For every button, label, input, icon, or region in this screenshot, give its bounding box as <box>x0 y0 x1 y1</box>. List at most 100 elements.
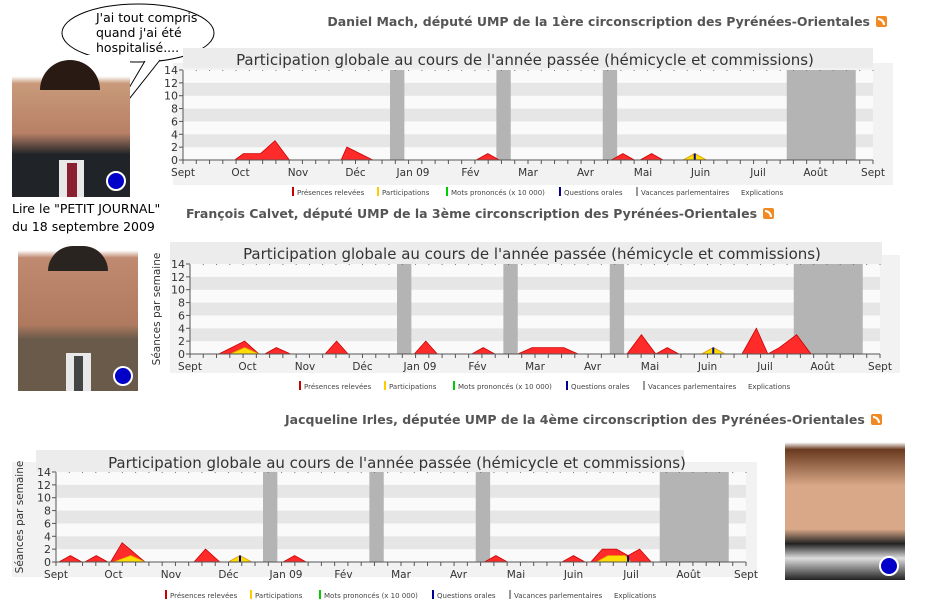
y-tick-label: 0 <box>178 348 185 361</box>
legend-swatch <box>643 381 645 390</box>
x-tick-label: Oct <box>231 167 249 179</box>
vacation-band <box>659 472 729 562</box>
y-tick-label: 0 <box>44 556 51 569</box>
bubble-line: hospitalisé.... <box>96 40 180 55</box>
legend-swatch <box>377 187 379 196</box>
legend-item[interactable]: Explications <box>741 189 783 197</box>
legend-swatch <box>165 590 167 599</box>
x-tick-label: Avr <box>577 167 595 179</box>
y-tick-label: 8 <box>178 297 185 310</box>
rss-icon[interactable] <box>876 16 887 27</box>
y-tick-label: 12 <box>37 479 51 492</box>
legend-swatch <box>292 187 294 196</box>
chart-title-box <box>36 450 684 472</box>
deputy-name: Daniel Mach, député UMP de la 1ère circo… <box>327 14 870 29</box>
y-tick-label: 14 <box>164 64 178 77</box>
vacation-band <box>390 70 405 160</box>
x-tick-label: Jan 09 <box>403 361 437 373</box>
legend-item[interactable]: Explications <box>748 383 790 391</box>
y-tick-label: 4 <box>44 530 51 543</box>
chart-title: Participation globale au cours de l'anné… <box>108 454 686 472</box>
x-tick-label: Juil <box>622 569 639 581</box>
y-tick-label: 10 <box>37 492 51 505</box>
legend-item: Questions orales <box>571 383 630 391</box>
blue-dot-badge <box>106 171 126 191</box>
y-tick-label: 4 <box>171 128 178 141</box>
x-tick-label: Oct <box>238 361 256 373</box>
vacation-band <box>369 472 384 562</box>
x-tick-label: Sept <box>44 569 68 581</box>
x-tick-label: Mai <box>641 361 659 373</box>
x-tick-label: Jan 09 <box>269 569 303 581</box>
vacation-band <box>602 70 618 160</box>
rss-icon[interactable] <box>763 208 775 219</box>
x-tick-label: Juil <box>749 167 766 179</box>
grid-band <box>190 276 880 290</box>
y-axis-label: Séances par semaine <box>14 461 26 574</box>
legend-item: Vacances parlementaires <box>514 592 603 600</box>
grid-band <box>56 497 746 511</box>
legend-item: Questions orales <box>437 592 496 600</box>
caption-line: du 18 septembre 2009 <box>12 219 155 234</box>
chart-title-box <box>183 48 873 68</box>
y-tick-label: 0 <box>171 154 178 167</box>
x-tick-label: Août <box>810 361 834 373</box>
legend-swatch <box>636 187 638 196</box>
deputy-name: François Calvet, député UMP de la 3ème c… <box>186 206 758 221</box>
y-tick-label: 6 <box>178 309 185 322</box>
deputy-header: François Calvet, député UMP de la 3ème c… <box>186 206 775 221</box>
legend-item[interactable]: Explications <box>614 592 656 600</box>
y-tick-label: 6 <box>44 517 51 530</box>
y-tick-label: 2 <box>44 543 51 556</box>
vacation-band <box>263 472 278 562</box>
legend-swatch <box>384 381 386 390</box>
x-tick-label: Déc <box>218 569 239 581</box>
vacation-band <box>609 264 625 354</box>
x-tick-label: Mai <box>507 569 525 581</box>
legend-swatch <box>446 187 448 196</box>
y-tick-label: 8 <box>44 505 51 518</box>
x-tick-label: Mai <box>634 167 652 179</box>
legend-item: Participations <box>389 383 437 391</box>
legend-item: Vacances parlementaires <box>648 383 737 391</box>
grid-band <box>190 315 880 329</box>
x-tick-label: Avr <box>450 569 468 581</box>
photo-francois-calvet <box>18 243 138 391</box>
legend-item: Mots prononcés (x 10 000) <box>451 189 545 197</box>
chart-title-box <box>170 242 882 264</box>
y-tick-label: 12 <box>164 77 178 90</box>
legend-swatch <box>566 381 568 390</box>
legend-swatch <box>432 590 434 599</box>
legend-swatch <box>509 590 511 599</box>
rss-icon[interactable] <box>870 414 882 425</box>
x-tick-label: Nov <box>295 361 316 373</box>
x-tick-label: Déc <box>352 361 373 373</box>
caption: Lire le "PETIT JOURNAL" du 18 septembre … <box>12 200 160 236</box>
x-tick-label: Jan 09 <box>396 167 430 179</box>
grid-band <box>183 82 873 96</box>
deputy-header: Jacqueline Irles, députée UMP de la 4ème… <box>285 412 882 427</box>
y-tick-label: 10 <box>164 90 178 103</box>
grid-band <box>183 108 873 122</box>
x-tick-label: Mar <box>518 167 538 179</box>
legend-item: Participations <box>382 189 430 197</box>
chart-title: Participation globale au cours de l'anné… <box>243 245 821 263</box>
x-tick-label: Fév <box>461 167 479 179</box>
vacation-band <box>475 472 491 562</box>
x-tick-label: Fév <box>334 569 352 581</box>
y-tick-label: 14 <box>171 258 185 271</box>
y-tick-label: 2 <box>178 335 185 348</box>
y-tick-label: 6 <box>171 115 178 128</box>
grid-band <box>56 523 746 537</box>
legend-swatch <box>319 590 321 599</box>
x-tick-label: Fév <box>468 361 486 373</box>
x-tick-label: Sept <box>868 361 892 373</box>
legend-swatch <box>299 381 301 390</box>
x-tick-label: Nov <box>161 569 182 581</box>
vacation-band <box>786 70 856 160</box>
grid-band <box>190 289 880 303</box>
y-tick-label: 12 <box>171 271 185 284</box>
chart-2: Participation globale au cours de l'anné… <box>12 450 758 600</box>
vacation-band <box>503 264 518 354</box>
